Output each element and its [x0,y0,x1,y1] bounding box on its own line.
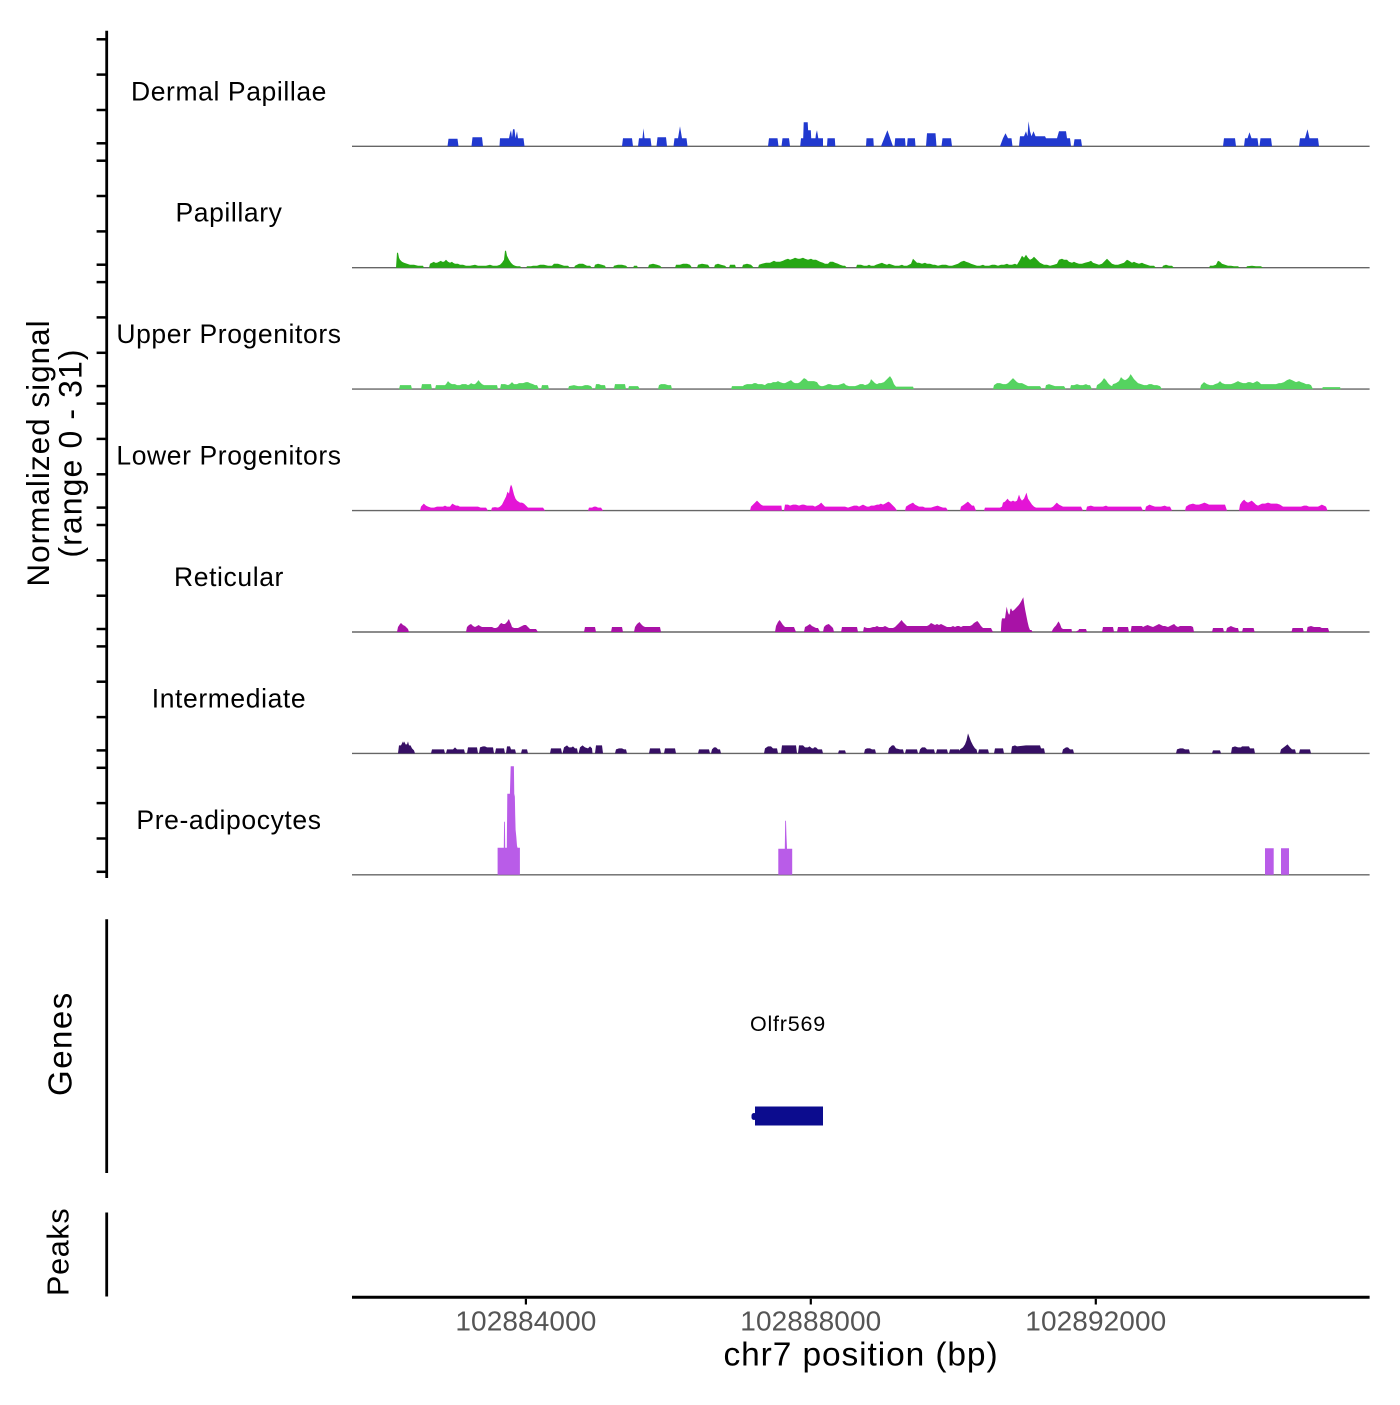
svg-text:Upper Progenitors: Upper Progenitors [116,319,341,349]
svg-text:Dermal Papillae: Dermal Papillae [131,76,327,106]
svg-text:102888000: 102888000 [740,1306,881,1337]
svg-text:Intermediate: Intermediate [152,683,307,713]
svg-text:Normalized signal: Normalized signal [20,319,56,586]
svg-text:Pre-adipocytes: Pre-adipocytes [136,805,321,835]
svg-text:Lower Progenitors: Lower Progenitors [116,441,341,471]
svg-text:102892000: 102892000 [1025,1306,1166,1337]
svg-text:chr7 position (bp): chr7 position (bp) [723,1337,998,1374]
svg-text:Papillary: Papillary [175,198,282,228]
svg-text:Genes: Genes [42,991,79,1096]
svg-text:(range 0 - 31): (range 0 - 31) [53,348,89,557]
svg-text:Peaks: Peaks [42,1208,76,1296]
svg-text:Olfr569: Olfr569 [750,1012,826,1036]
svg-text:102884000: 102884000 [455,1306,596,1337]
svg-text:Reticular: Reticular [174,562,284,592]
